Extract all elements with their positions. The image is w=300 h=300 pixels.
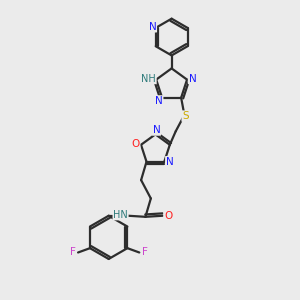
- Text: F: F: [142, 248, 148, 257]
- Text: N: N: [153, 125, 160, 135]
- Text: F: F: [70, 248, 76, 257]
- Text: N: N: [155, 96, 163, 106]
- Text: N: N: [166, 157, 174, 167]
- Text: O: O: [131, 139, 140, 149]
- Text: S: S: [182, 111, 189, 121]
- Text: O: O: [164, 211, 172, 221]
- Text: N: N: [148, 22, 156, 32]
- Text: NH: NH: [141, 74, 156, 83]
- Text: N: N: [189, 74, 196, 83]
- Text: HN: HN: [113, 210, 128, 220]
